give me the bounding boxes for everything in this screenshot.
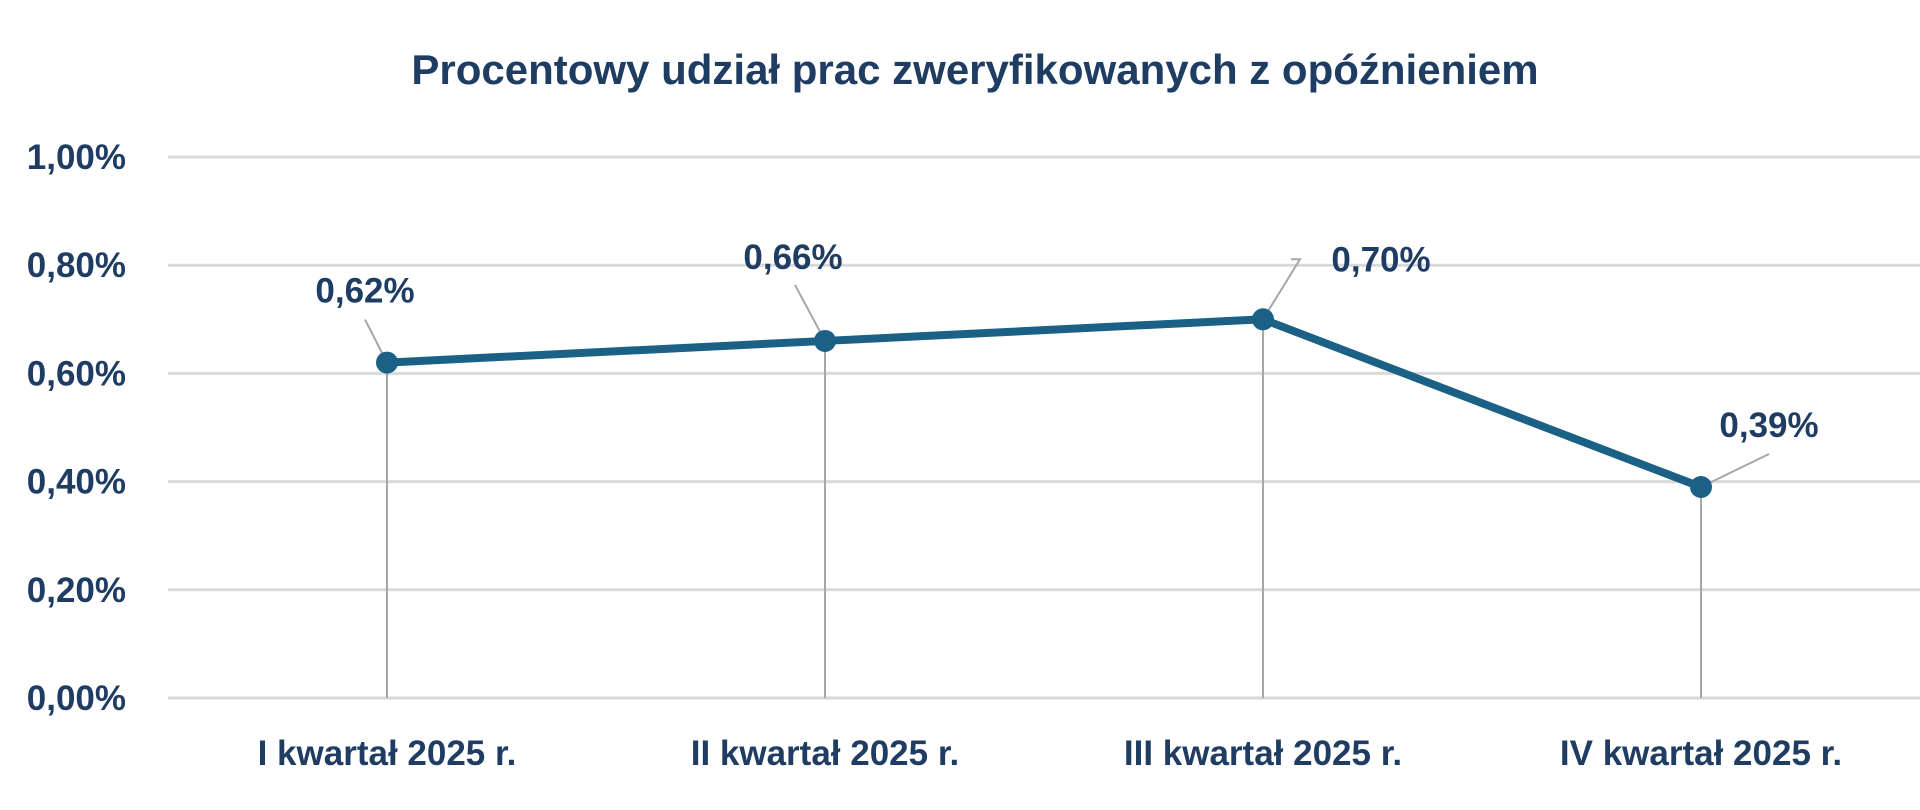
drop-lines: [386, 319, 1702, 698]
x-tick-label: I kwartał 2025 r.: [258, 734, 517, 773]
y-tick-label: 0,20%: [27, 571, 126, 610]
data-point: [376, 351, 398, 374]
chart-title: Procentowy udział prac zweryfikowanych z…: [411, 46, 1538, 93]
data-point: [814, 329, 836, 352]
data-label: 0,66%: [743, 238, 842, 277]
leader-line: [1700, 453, 1770, 488]
gridlines: [168, 155, 1920, 700]
data-label: 0,39%: [1719, 406, 1818, 445]
y-tick-label: 0,60%: [27, 354, 126, 393]
data-label: 0,70%: [1331, 240, 1430, 279]
x-axis-ticks: I kwartał 2025 r. II kwartał 2025 r. III k…: [258, 734, 1842, 773]
x-tick-label: III kwartał 2025 r.: [1124, 734, 1402, 773]
y-tick-label: 0,40%: [27, 463, 126, 502]
data-labels: 0,62% 0,66% 0,70% 0,39%: [315, 238, 1818, 445]
leader-line: [1262, 258, 1302, 320]
series-line: [376, 308, 1712, 499]
y-tick-label: 0,80%: [27, 246, 126, 285]
y-tick-label: 0,00%: [27, 679, 126, 718]
data-point: [1690, 476, 1712, 499]
series-path: [386, 315, 1703, 491]
x-tick-label: II kwartał 2025 r.: [691, 734, 960, 773]
y-tick-label: 1,00%: [27, 138, 126, 177]
y-axis-ticks: 0,00% 0,20% 0,40% 0,60% 0,80% 1,00%: [27, 138, 126, 718]
x-tick-label: IV kwartał 2025 r.: [1560, 734, 1842, 773]
data-point: [1252, 308, 1274, 331]
data-label: 0,62%: [315, 272, 414, 311]
